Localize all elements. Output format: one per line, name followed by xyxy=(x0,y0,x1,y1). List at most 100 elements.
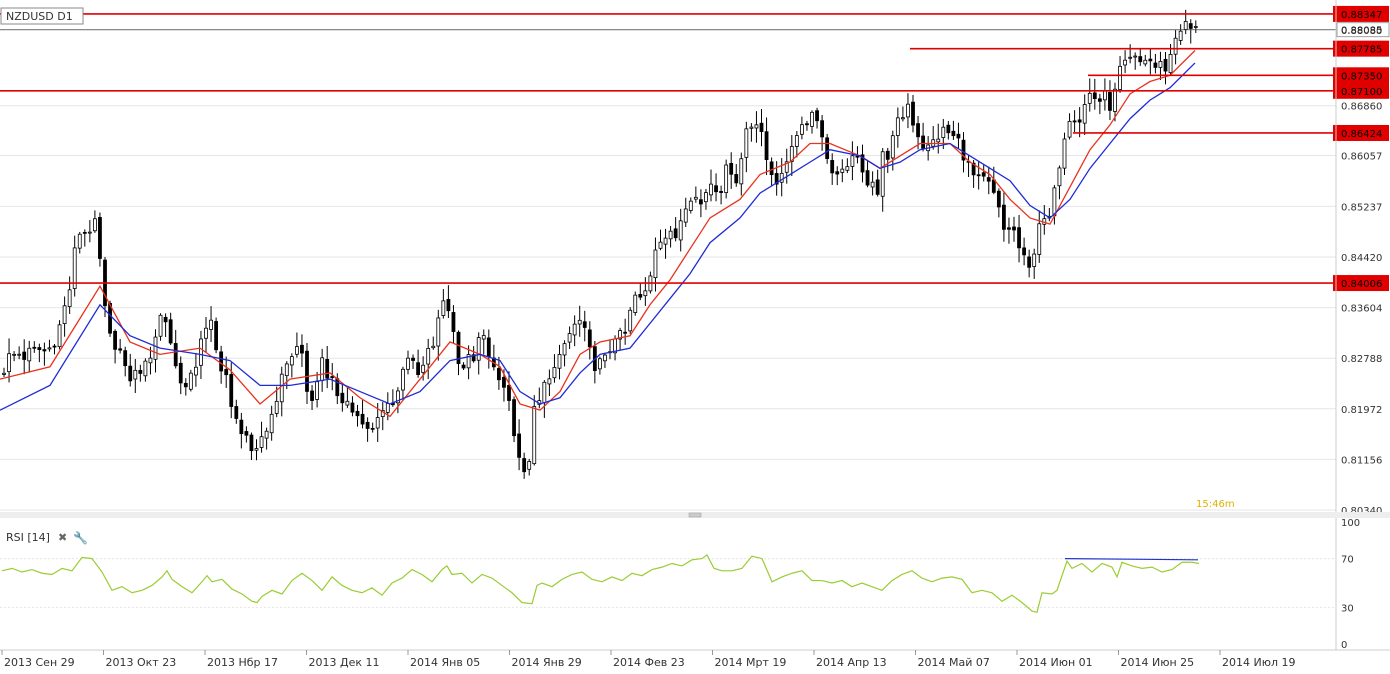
candle-body xyxy=(395,390,400,404)
candle-body xyxy=(461,364,466,369)
time-tick-label: 2014 Июн 01 xyxy=(1019,656,1093,669)
candle-body xyxy=(557,354,562,369)
candle-body xyxy=(330,376,335,378)
candle-body xyxy=(17,353,22,356)
pane-resize-handle[interactable] xyxy=(688,512,702,518)
candle-body xyxy=(1153,62,1158,68)
candle-body xyxy=(178,362,183,384)
rsi-divergence-line[interactable] xyxy=(1064,558,1199,561)
candle-body xyxy=(1163,58,1168,72)
candle-body xyxy=(704,192,708,203)
candle-body xyxy=(1062,138,1067,169)
price-tick-label: 0.86860 xyxy=(1341,102,1382,113)
wrench-icon[interactable]: 🔧 xyxy=(73,530,88,545)
price-tick-label: 0.88080 xyxy=(1341,26,1382,37)
candle-body xyxy=(360,413,365,425)
candle-body xyxy=(941,126,946,138)
candle-body xyxy=(441,300,446,316)
symbol-label: NZDUSD D1 xyxy=(6,10,73,23)
rsi-tick-label: 100 xyxy=(1341,518,1360,529)
candle-body xyxy=(214,321,219,351)
candle-body xyxy=(274,400,279,414)
candle-body xyxy=(118,348,123,351)
candle-body xyxy=(411,357,415,361)
rsi-tick-label: 0 xyxy=(1341,640,1347,651)
time-tick-label: 2013 Нбр 17 xyxy=(207,656,278,669)
candle-body xyxy=(406,357,410,370)
level-label-box xyxy=(1333,124,1389,141)
candle-body xyxy=(921,135,925,149)
candle-body xyxy=(7,353,11,373)
candle-body xyxy=(209,319,213,330)
candle-body xyxy=(618,330,622,340)
candle-body xyxy=(916,123,920,138)
candle-body xyxy=(991,179,996,193)
candle-body xyxy=(416,362,421,376)
candle-body xyxy=(77,233,82,249)
candle-body xyxy=(37,347,42,350)
candle-body xyxy=(1108,92,1112,111)
level-label: 0.86424 xyxy=(1341,129,1382,140)
candle-body xyxy=(1087,92,1092,104)
candle-body xyxy=(42,349,47,352)
candle-body xyxy=(1113,88,1117,112)
candle-body xyxy=(219,351,224,372)
candle-body xyxy=(421,364,426,373)
candle-body xyxy=(678,220,683,241)
candle-body xyxy=(567,333,572,343)
candle-body xyxy=(532,406,537,465)
current-price-label: 0.88085 xyxy=(1341,26,1382,37)
candle-body xyxy=(693,196,698,200)
candle-body xyxy=(52,345,57,348)
candle-body xyxy=(875,179,880,195)
candle-body xyxy=(800,124,804,135)
candle-body xyxy=(315,381,320,400)
price-tick-label: 0.81156 xyxy=(1341,455,1382,466)
time-tick-label: 2013 Дек 11 xyxy=(309,656,380,669)
candle-body xyxy=(183,382,188,388)
price-tick-label: 0.81972 xyxy=(1341,405,1382,416)
level-label: 0.84006 xyxy=(1341,279,1382,290)
candle-body xyxy=(911,101,915,126)
candle-body xyxy=(901,117,905,120)
candle-body xyxy=(67,289,72,307)
candle-body xyxy=(2,372,6,375)
candle-body xyxy=(507,384,511,401)
candle-body xyxy=(653,249,658,279)
candle-body xyxy=(294,346,299,355)
candle-body xyxy=(22,351,27,360)
candle-body xyxy=(310,390,314,401)
candle-body xyxy=(663,237,668,245)
candle-body xyxy=(143,360,148,377)
candle-body xyxy=(789,146,794,162)
candle-body xyxy=(1188,23,1193,29)
candle-body xyxy=(956,133,961,139)
bar-countdown: 15:46m xyxy=(1196,499,1235,510)
candle-body xyxy=(598,358,602,370)
candle-body xyxy=(163,316,168,323)
candle-body xyxy=(744,128,749,158)
time-tick-label: 2014 Апр 13 xyxy=(816,656,887,669)
candle-body xyxy=(1082,104,1087,124)
candle-body xyxy=(961,139,966,161)
candle-body xyxy=(951,130,956,137)
close-icon[interactable]: ✖ xyxy=(58,531,67,544)
candle-body xyxy=(1143,59,1148,65)
candle-body xyxy=(895,117,900,136)
candle-body xyxy=(264,430,269,439)
candle-body xyxy=(466,354,471,369)
level-label-box xyxy=(1333,40,1389,57)
candle-body xyxy=(562,343,567,356)
candle-body xyxy=(471,354,476,362)
candle-body xyxy=(436,317,441,347)
candle-body xyxy=(835,171,840,175)
candle-body xyxy=(259,436,264,448)
candle-body xyxy=(603,354,607,362)
candle-body xyxy=(542,381,547,404)
candle-body xyxy=(456,331,461,365)
candle-body xyxy=(522,458,527,473)
candle-body xyxy=(729,162,734,175)
candle-body xyxy=(683,208,688,223)
